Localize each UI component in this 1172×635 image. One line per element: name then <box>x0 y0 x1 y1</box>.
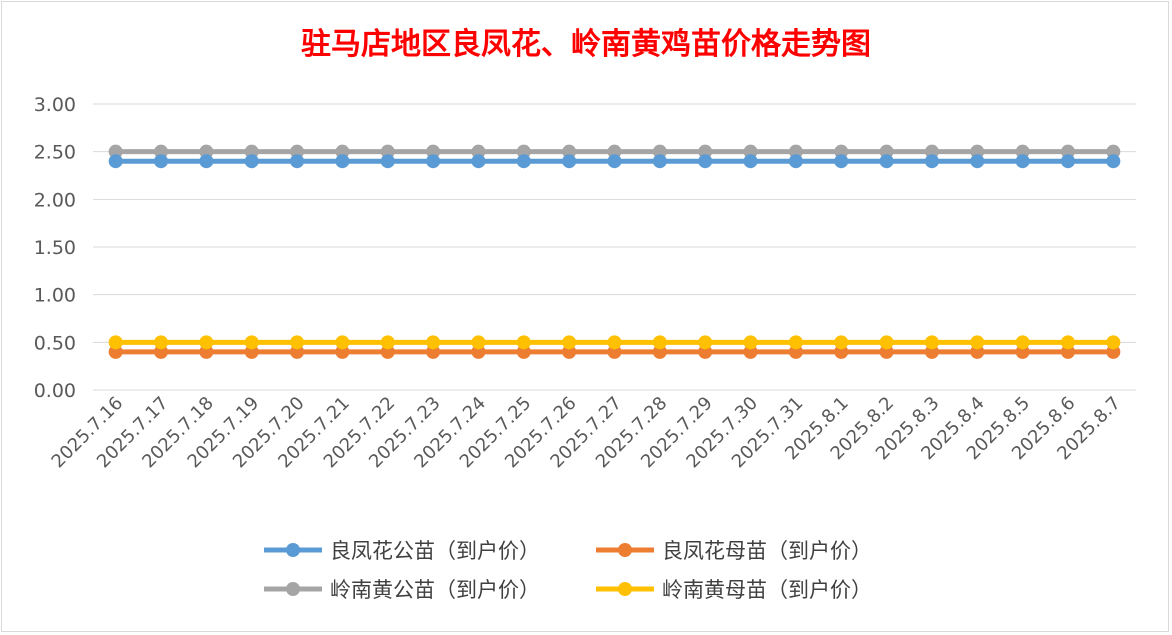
legend-label: 良凤花公苗（到户价） <box>330 539 540 563</box>
legend-item: 良凤花公苗（到户价） <box>264 539 540 563</box>
data-point <box>516 335 531 350</box>
data-point <box>426 154 441 169</box>
legend-label: 良凤花母苗（到户价） <box>662 539 872 563</box>
data-point <box>1015 154 1030 169</box>
y-tick-label: 2.50 <box>34 142 76 164</box>
data-point <box>154 335 169 350</box>
data-point <box>108 335 123 350</box>
legend-swatch-marker <box>618 543 632 557</box>
data-point <box>652 154 667 169</box>
series-3 <box>108 335 1121 350</box>
data-point <box>471 335 486 350</box>
x-axis-ticks: 2025.7.162025.7.172025.7.182025.7.192025… <box>48 393 1125 473</box>
data-point <box>879 154 894 169</box>
series-group <box>108 144 1121 359</box>
data-point <box>1106 154 1121 169</box>
legend-item: 岭南黄公苗（到户价） <box>264 578 540 602</box>
data-point <box>970 335 985 350</box>
data-point <box>335 154 350 169</box>
data-point <box>471 154 486 169</box>
data-point <box>834 335 849 350</box>
y-tick-label: 3.00 <box>34 94 76 116</box>
data-point <box>924 154 939 169</box>
data-point <box>970 154 985 169</box>
data-point <box>244 335 259 350</box>
series-0 <box>108 154 1121 169</box>
legend-swatch-marker <box>618 582 632 596</box>
data-point <box>426 335 441 350</box>
data-point <box>562 335 577 350</box>
data-point <box>698 335 713 350</box>
legend-label: 岭南黄母苗（到户价） <box>662 578 872 602</box>
data-point <box>108 154 123 169</box>
y-axis-ticks: 0.00 0.50 1.00 1.50 2.00 2.50 3.00 <box>34 94 76 402</box>
data-point <box>879 335 894 350</box>
y-tick-label: 0.00 <box>34 380 76 402</box>
data-point <box>698 154 713 169</box>
legend-swatch-marker <box>286 543 300 557</box>
y-tick-label: 1.00 <box>34 285 76 307</box>
data-point <box>1106 335 1121 350</box>
chart-title: 驻马店地区良凤花、岭南黄鸡苗价格走势图 <box>301 27 871 62</box>
data-point <box>199 335 214 350</box>
data-point <box>924 335 939 350</box>
data-point <box>199 154 214 169</box>
data-point <box>380 335 395 350</box>
legend-label: 岭南黄公苗（到户价） <box>330 578 540 602</box>
data-point <box>335 335 350 350</box>
data-point <box>834 154 849 169</box>
y-tick-label: 0.50 <box>34 332 76 354</box>
data-point <box>380 154 395 169</box>
data-point <box>516 154 531 169</box>
data-point <box>743 154 758 169</box>
data-point <box>743 335 758 350</box>
data-point <box>562 154 577 169</box>
data-point <box>652 335 667 350</box>
y-tick-label: 2.00 <box>34 189 76 211</box>
legend-item: 良凤花母苗（到户价） <box>596 539 872 563</box>
data-point <box>290 335 305 350</box>
data-point <box>607 154 622 169</box>
legend-item: 岭南黄母苗（到户价） <box>596 578 872 602</box>
data-point <box>1015 335 1030 350</box>
data-point <box>290 154 305 169</box>
data-point <box>154 154 169 169</box>
legend: 良凤花公苗（到户价） 良凤花母苗（到户价） 岭南黄公苗（到户价） 岭南黄母苗（到户价） <box>264 539 872 602</box>
data-point <box>788 154 803 169</box>
data-point <box>607 335 622 350</box>
data-point <box>788 335 803 350</box>
y-tick-label: 1.50 <box>34 237 76 259</box>
data-point <box>244 154 259 169</box>
data-point <box>1060 154 1075 169</box>
legend-swatch-marker <box>286 582 300 596</box>
data-point <box>1060 335 1075 350</box>
